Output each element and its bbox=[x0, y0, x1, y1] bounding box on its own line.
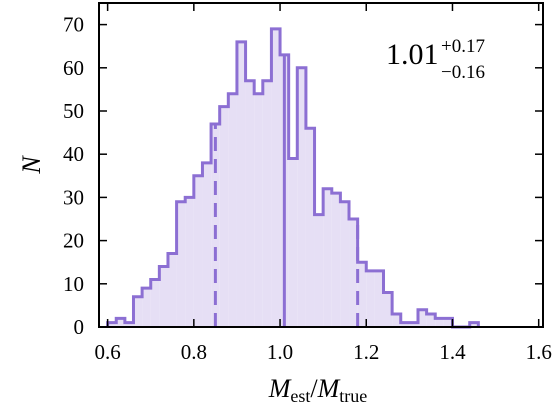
histogram-bin bbox=[366, 270, 375, 327]
histogram-bin bbox=[469, 322, 479, 327]
histogram-bin bbox=[443, 318, 453, 327]
histogram-bin bbox=[202, 162, 212, 327]
histogram-bin bbox=[400, 322, 410, 327]
histogram-bin bbox=[357, 262, 367, 327]
histogram-bin bbox=[245, 80, 255, 327]
median-annotation: 1.01 bbox=[386, 38, 439, 71]
x-axis-label: Mest/Mtrue bbox=[268, 374, 368, 406]
y-tick-label: 0 bbox=[74, 315, 85, 339]
x-tick-label: 1.2 bbox=[353, 340, 379, 364]
histogram-bin bbox=[374, 270, 384, 327]
histogram-bin bbox=[236, 41, 246, 327]
y-tick-label: 10 bbox=[63, 272, 84, 296]
plot-area bbox=[106, 27, 480, 329]
histogram-bin bbox=[219, 106, 229, 328]
histogram-bin bbox=[254, 93, 263, 327]
x-tick-label: 0.6 bbox=[94, 340, 120, 364]
y-tick-label: 20 bbox=[63, 229, 84, 253]
histogram-bin bbox=[176, 201, 186, 327]
plot-frame bbox=[98, 2, 544, 328]
histogram-bin bbox=[435, 318, 444, 327]
histogram-bin bbox=[349, 219, 358, 327]
upper-error-annotation: +0.17 bbox=[441, 36, 485, 57]
histogram-bin bbox=[409, 322, 418, 327]
y-tick-label: 40 bbox=[63, 142, 84, 166]
histogram-bin bbox=[323, 188, 332, 327]
histogram-bin bbox=[116, 318, 125, 327]
y-tick-label: 70 bbox=[63, 13, 84, 37]
histogram-bin bbox=[185, 197, 194, 327]
x-tick-label: 0.8 bbox=[181, 340, 207, 364]
histogram-bin bbox=[167, 253, 177, 327]
lower-error-annotation: −0.16 bbox=[441, 62, 485, 83]
histogram-bin bbox=[426, 314, 436, 327]
x-tick-label: 1.6 bbox=[526, 340, 552, 364]
histogram-bin bbox=[142, 288, 151, 327]
histogram-bin bbox=[193, 175, 203, 327]
histogram-bin bbox=[297, 67, 306, 328]
median-value: 1.01 bbox=[386, 38, 439, 71]
histogram-bin bbox=[314, 214, 324, 327]
y-tick-label: 30 bbox=[63, 185, 84, 209]
histogram-bin bbox=[340, 201, 350, 327]
histogram-bin bbox=[133, 296, 143, 327]
histogram-bin bbox=[331, 193, 341, 327]
histogram-bin bbox=[262, 80, 272, 327]
histogram-bin bbox=[305, 128, 315, 327]
histogram-bin bbox=[288, 158, 298, 327]
histogram-bin bbox=[392, 314, 401, 327]
histogram-bin bbox=[159, 266, 168, 327]
histogram-bin bbox=[383, 292, 393, 327]
y-axis-label: N bbox=[17, 155, 46, 175]
histogram-bin bbox=[107, 322, 117, 327]
histogram-bin bbox=[124, 322, 134, 327]
y-tick-label: 60 bbox=[63, 56, 84, 80]
y-tick-label: 50 bbox=[63, 99, 84, 123]
histogram-bin bbox=[417, 309, 427, 327]
axis-ticks: 0.6 0.8 1.0 1.2 1.4 1.6 0 10 20 30 40 50 60 70 bbox=[63, 3, 552, 364]
x-tick-label: 1.0 bbox=[267, 340, 293, 364]
histogram-bin bbox=[150, 279, 160, 327]
histogram-bin bbox=[228, 93, 237, 327]
histogram-bin bbox=[271, 28, 281, 327]
x-tick-label: 1.4 bbox=[439, 340, 466, 364]
